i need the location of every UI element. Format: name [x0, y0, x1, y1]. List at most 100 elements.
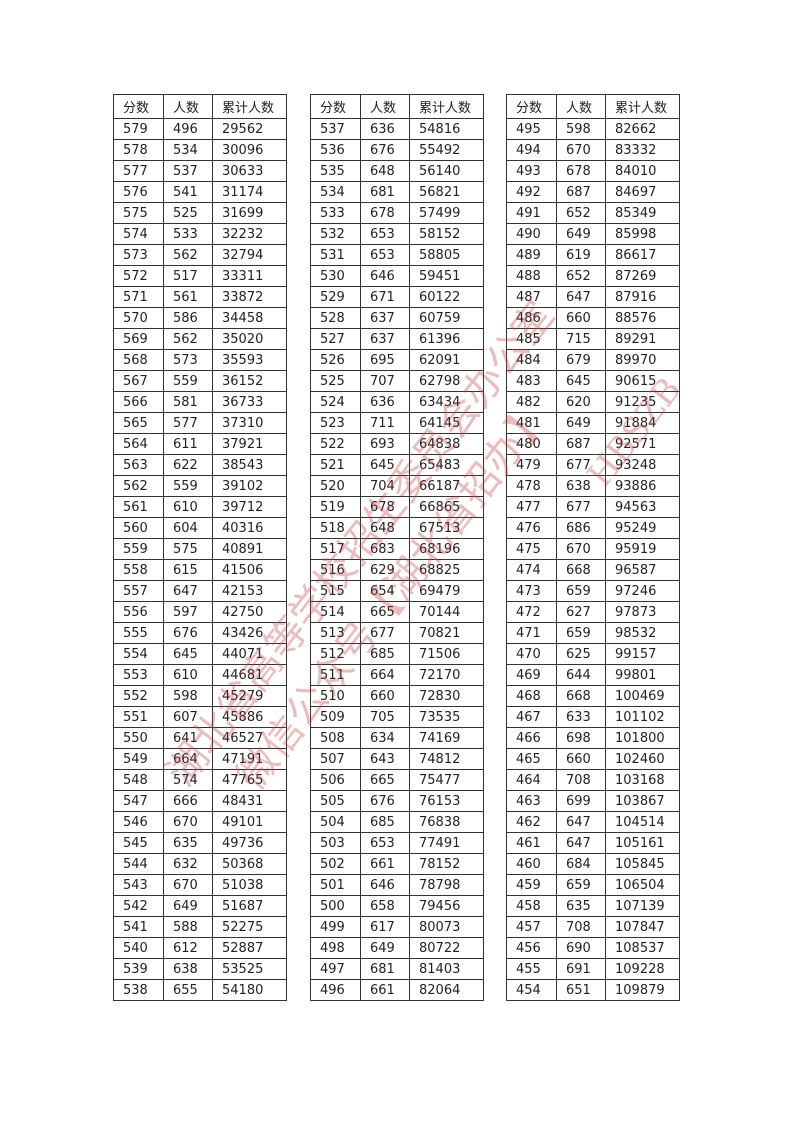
cumulative-cell: 99801: [605, 664, 680, 686]
score-cell: 492: [506, 181, 557, 203]
cumulative-cell: 69479: [409, 580, 484, 602]
table-row: 574 533 32232: [113, 223, 287, 245]
count-cell: 638: [163, 958, 213, 980]
score-cell: 561: [113, 496, 164, 518]
count-cell: 668: [556, 685, 606, 707]
table-row: 505 676 76153: [310, 790, 484, 812]
cumulative-cell: 43426: [212, 622, 287, 644]
score-table-1: 分数 人数 累计人数 579 496 29562 578 534 30096 577 537 3063…: [113, 94, 287, 1001]
count-cell: 637: [360, 328, 410, 350]
cumulative-cell: 58152: [409, 223, 484, 245]
cumulative-cell: 107847: [605, 916, 680, 938]
table-row: 543 670 51038: [113, 874, 287, 896]
table-row: 557 647 42153: [113, 580, 287, 602]
count-cell: 496: [163, 118, 213, 140]
cumulative-cell: 54816: [409, 118, 484, 140]
score-cell: 500: [310, 895, 361, 917]
table-row: 477 677 94563: [506, 496, 680, 518]
table-row: 547 666 48431: [113, 790, 287, 812]
score-cell: 477: [506, 496, 557, 518]
count-cell: 629: [360, 559, 410, 581]
table-row: 531 653 58805: [310, 244, 484, 266]
cumulative-cell: 99157: [605, 643, 680, 665]
table-row: 488 652 87269: [506, 265, 680, 287]
table-row: 458 635 107139: [506, 895, 680, 917]
cumulative-cell: 97873: [605, 601, 680, 623]
cumulative-cell: 96587: [605, 559, 680, 581]
count-cell: 677: [556, 496, 606, 518]
cumulative-cell: 34458: [212, 307, 287, 329]
count-cell: 677: [360, 622, 410, 644]
score-cell: 576: [113, 181, 164, 203]
score-cell: 487: [506, 286, 557, 308]
table-row: 457 708 107847: [506, 916, 680, 938]
count-cell: 652: [556, 265, 606, 287]
score-cell: 464: [506, 769, 557, 791]
table-row: 500 658 79456: [310, 895, 484, 917]
table-row: 554 645 44071: [113, 643, 287, 665]
count-cell: 645: [556, 370, 606, 392]
cumulative-cell: 98532: [605, 622, 680, 644]
score-cell: 523: [310, 412, 361, 434]
score-cell: 475: [506, 538, 557, 560]
cumulative-cell: 56140: [409, 160, 484, 182]
table-row: 481 649 91884: [506, 412, 680, 434]
count-cell: 638: [556, 475, 606, 497]
table-row: 562 559 39102: [113, 475, 287, 497]
score-cell: 539: [113, 958, 164, 980]
table-row: 541 588 52275: [113, 916, 287, 938]
cumulative-cell: 38543: [212, 454, 287, 476]
table-row: 530 646 59451: [310, 265, 484, 287]
cumulative-cell: 78152: [409, 853, 484, 875]
score-cell: 511: [310, 664, 361, 686]
table-row: 545 635 49736: [113, 832, 287, 854]
cumulative-cell: 76838: [409, 811, 484, 833]
cumulative-cell: 51038: [212, 874, 287, 896]
score-cell: 563: [113, 454, 164, 476]
cumulative-cell: 44681: [212, 664, 287, 686]
score-cell: 507: [310, 748, 361, 770]
count-cell: 647: [556, 286, 606, 308]
cumulative-cell: 33872: [212, 286, 287, 308]
score-table-3: 分数 人数 累计人数 495 598 82662 494 670 83332 493 678 8401…: [506, 94, 680, 1001]
score-cell: 545: [113, 832, 164, 854]
score-cell: 516: [310, 559, 361, 581]
cumulative-cell: 108537: [605, 937, 680, 959]
count-cell: 644: [556, 664, 606, 686]
score-cell: 463: [506, 790, 557, 812]
table-row: 512 685 71506: [310, 643, 484, 665]
table-row: 503 653 77491: [310, 832, 484, 854]
count-cell: 627: [556, 601, 606, 623]
cumulative-cell: 92571: [605, 433, 680, 455]
table-row: 506 665 75477: [310, 769, 484, 791]
table-row: 538 655 54180: [113, 979, 287, 1001]
table-row: 570 586 34458: [113, 307, 287, 329]
score-cell: 517: [310, 538, 361, 560]
cumulative-cell: 91884: [605, 412, 680, 434]
count-cell: 677: [556, 454, 606, 476]
score-cell: 550: [113, 727, 164, 749]
score-cell: 565: [113, 412, 164, 434]
count-cell: 534: [163, 139, 213, 161]
count-cell: 637: [360, 307, 410, 329]
count-cell: 686: [556, 517, 606, 539]
score-cell: 482: [506, 391, 557, 413]
table-row: 507 643 74812: [310, 748, 484, 770]
table-row: 476 686 95249: [506, 517, 680, 539]
count-cell: 705: [360, 706, 410, 728]
cumulative-cell: 52275: [212, 916, 287, 938]
table-row: 495 598 82662: [506, 118, 680, 140]
cumulative-cell: 81403: [409, 958, 484, 980]
score-table-2: 分数 人数 累计人数 537 636 54816 536 676 55492 535 648 5614…: [310, 94, 484, 1001]
score-cell: 575: [113, 202, 164, 224]
table-row: 456 690 108537: [506, 937, 680, 959]
count-cell: 704: [360, 475, 410, 497]
count-cell: 683: [360, 538, 410, 560]
table-row: 568 573 35593: [113, 349, 287, 371]
table-row: 544 632 50368: [113, 853, 287, 875]
score-cell: 499: [310, 916, 361, 938]
count-cell: 635: [556, 895, 606, 917]
count-cell: 537: [163, 160, 213, 182]
count-cell: 620: [556, 391, 606, 413]
score-cell: 474: [506, 559, 557, 581]
